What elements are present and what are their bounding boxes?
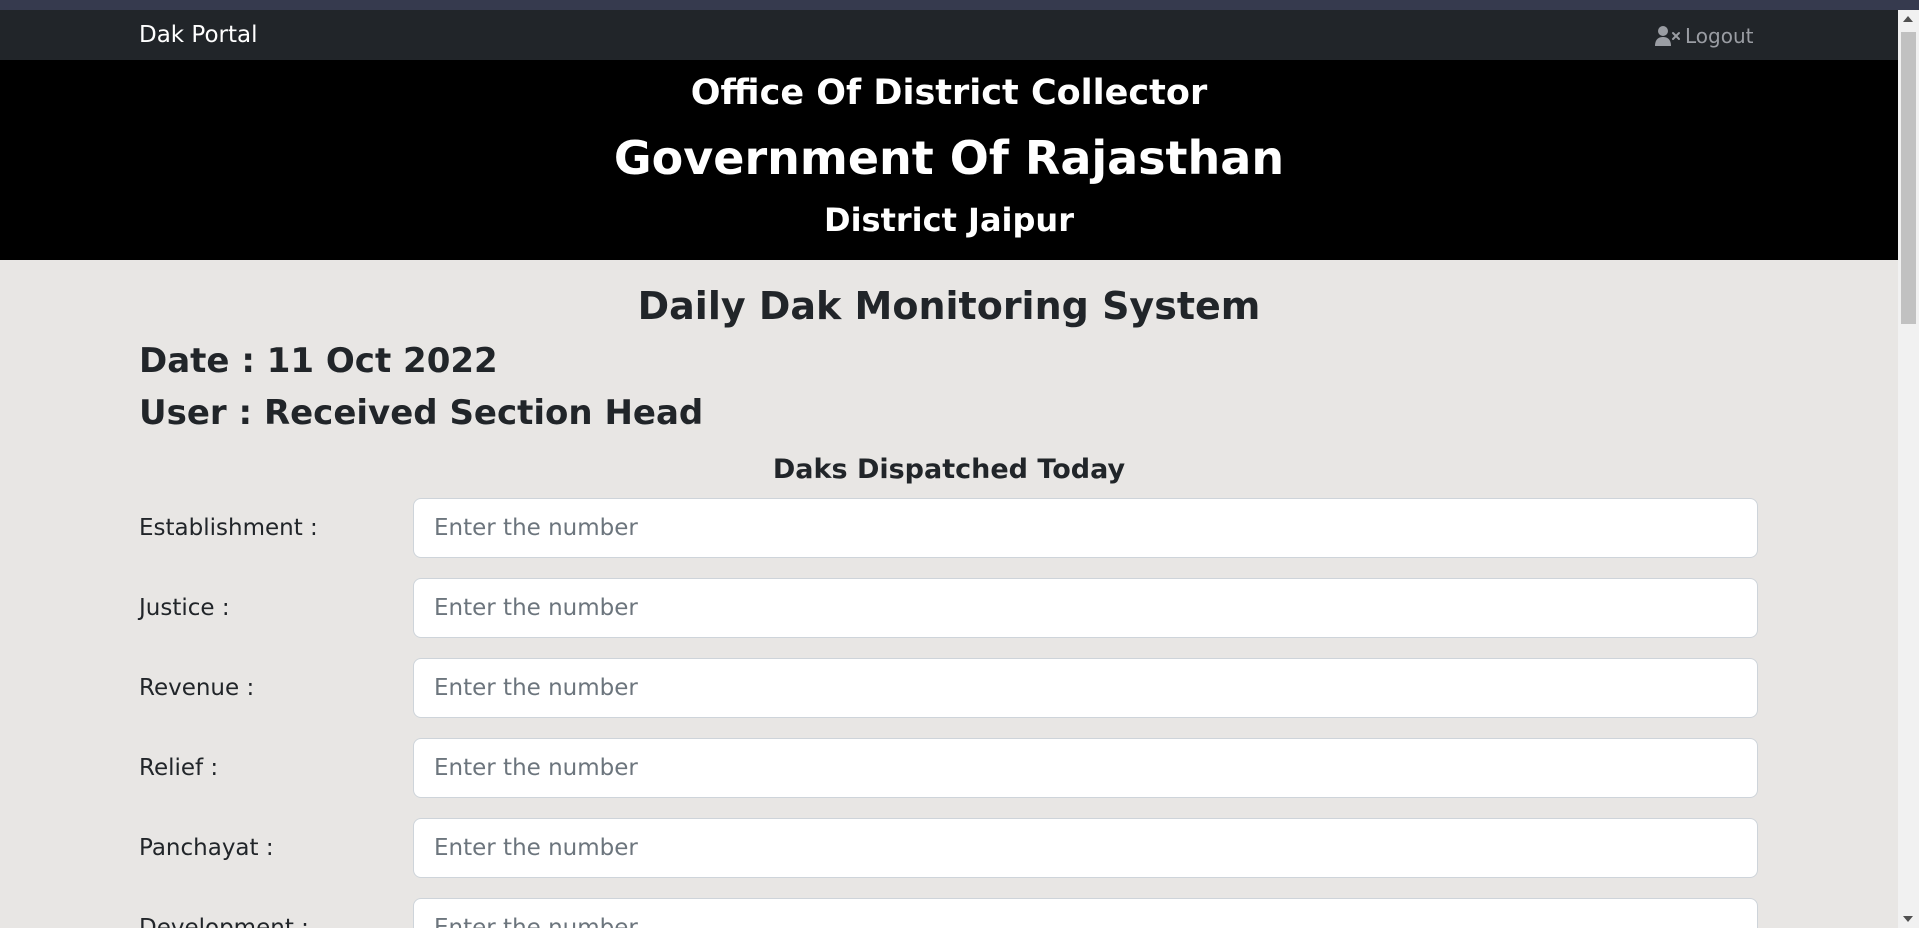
relief-input[interactable] <box>413 738 1758 798</box>
navbar: Dak Portal Logout <box>0 10 1898 60</box>
banner-district-title: District Jaipur <box>824 201 1074 239</box>
justice-label: Justice : <box>139 595 230 621</box>
main-content: Daily Dak Monitoring System Date : 11 Oc… <box>0 260 1898 928</box>
navbar-brand-link[interactable]: Dak Portal <box>139 22 258 48</box>
revenue-label: Revenue : <box>139 675 255 701</box>
section-title: Daks Dispatched Today <box>772 454 1126 485</box>
panchayat-label: Panchayat : <box>139 835 274 861</box>
banner-office-title: Office Of District Collector <box>690 73 1208 113</box>
user-line: User : Received Section Head <box>139 393 704 433</box>
development-input[interactable] <box>413 898 1758 928</box>
relief-label: Relief : <box>139 755 219 781</box>
form-row-justice: Justice : <box>139 578 1758 638</box>
form-row-establishment: Establishment : <box>139 498 1758 558</box>
establishment-input[interactable] <box>413 498 1758 558</box>
form-row-panchayat: Panchayat : <box>139 818 1758 878</box>
form-row-revenue: Revenue : <box>139 658 1758 718</box>
justice-input[interactable] <box>413 578 1758 638</box>
scroll-down-arrow-icon[interactable] <box>1903 916 1913 922</box>
logout-label: Logout <box>1685 24 1754 48</box>
header-banner: Office Of District Collector Government … <box>0 60 1898 260</box>
revenue-input[interactable] <box>413 658 1758 718</box>
logout-button[interactable]: Logout <box>1655 23 1753 49</box>
date-line: Date : 11 Oct 2022 <box>139 341 498 381</box>
browser-top-strip <box>0 0 1919 10</box>
vertical-scrollbar[interactable] <box>1898 10 1919 928</box>
scrollbar-thumb[interactable] <box>1901 32 1916 324</box>
scroll-up-arrow-icon[interactable] <box>1903 16 1913 22</box>
banner-government-title: Government Of Rajasthan <box>613 131 1285 185</box>
development-label: Development : <box>139 915 309 928</box>
user-x-icon <box>1655 25 1681 47</box>
form-row-development: Development : <box>139 898 1758 928</box>
page-title: Daily Dak Monitoring System <box>637 284 1261 328</box>
establishment-label: Establishment : <box>139 515 318 541</box>
panchayat-input[interactable] <box>413 818 1758 878</box>
form-row-relief: Relief : <box>139 738 1758 798</box>
